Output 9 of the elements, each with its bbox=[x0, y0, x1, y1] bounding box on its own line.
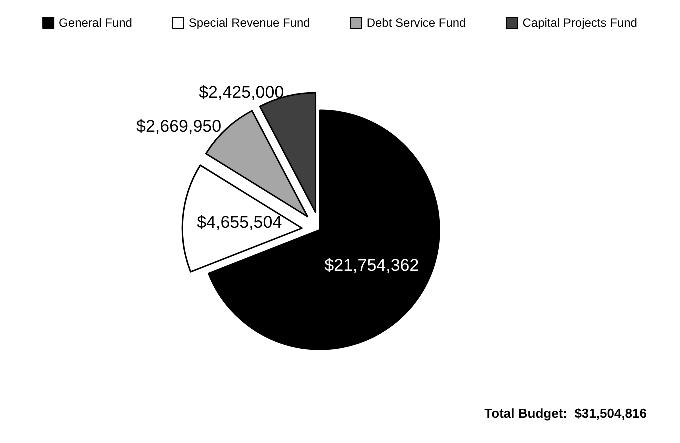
text: Total Budget: $31,504,816 bbox=[484, 406, 648, 421]
data-label: $21,754,362 bbox=[324, 256, 420, 275]
data-label: $4,655,504 bbox=[197, 213, 282, 232]
legend-label: Special Revenue Fund bbox=[188, 16, 310, 30]
legend-label: Capital Projects Fund bbox=[522, 16, 638, 30]
data-label: $2,669,950 bbox=[136, 116, 222, 136]
data-label: $2,425,000 bbox=[199, 83, 284, 102]
legend-label: General Fund bbox=[59, 16, 132, 30]
legend-label: Debt Service Fund bbox=[366, 16, 466, 30]
